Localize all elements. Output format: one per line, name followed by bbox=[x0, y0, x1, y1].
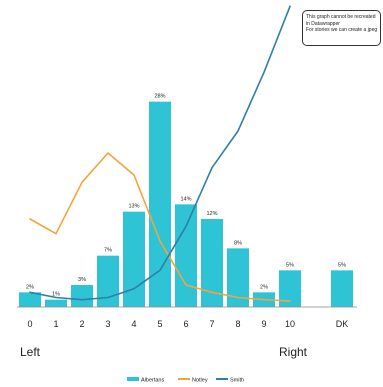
data-label-4: 13% bbox=[128, 204, 139, 210]
x-tick-labels: 0 1 2 3 4 5 6 7 8 9 10 DK bbox=[27, 319, 348, 329]
x-tick-3: 3 bbox=[105, 319, 110, 329]
legend-swatch-notley bbox=[178, 378, 190, 380]
bar-2 bbox=[71, 285, 93, 307]
data-label-2: 3% bbox=[78, 277, 86, 283]
x-tick-5: 5 bbox=[157, 319, 162, 329]
x-tick-4: 4 bbox=[131, 319, 136, 329]
data-label-0: 2% bbox=[26, 284, 34, 290]
axis-left-label: Left bbox=[20, 345, 41, 359]
x-tick-0: 0 bbox=[27, 319, 32, 329]
bar-10 bbox=[279, 270, 301, 307]
bar-0 bbox=[19, 292, 41, 307]
data-label-6: 14% bbox=[180, 196, 191, 202]
line-notley bbox=[29, 152, 291, 302]
x-tick-DK: DK bbox=[336, 319, 349, 329]
lines-layer bbox=[29, 5, 291, 302]
legend-label-smith: Smith bbox=[230, 378, 244, 384]
note-line-3: For stories we can create a jpeg bbox=[306, 27, 378, 33]
legend: Albertans Notley Smith bbox=[127, 377, 244, 384]
legend-item-smith: Smith bbox=[216, 378, 244, 384]
legend-swatch-albertans bbox=[127, 377, 139, 381]
note-line-1: This graph cannot be recreated bbox=[306, 14, 376, 20]
bar-1 bbox=[45, 299, 67, 307]
data-label-5: 28% bbox=[154, 94, 165, 100]
bar-3 bbox=[97, 255, 119, 307]
data-label-DK: 5% bbox=[338, 262, 346, 268]
bars-layer bbox=[19, 101, 353, 308]
bar-5 bbox=[149, 101, 171, 308]
axis-right-label: Right bbox=[279, 345, 308, 359]
data-label-8: 8% bbox=[234, 240, 242, 246]
bar-4 bbox=[123, 211, 145, 307]
data-label-9: 2% bbox=[260, 284, 268, 290]
legend-item-notley: Notley bbox=[178, 378, 208, 384]
note-box: This graph cannot be recreated in Datawr… bbox=[302, 10, 381, 46]
legend-label-notley: Notley bbox=[192, 378, 208, 384]
legend-item-albertans: Albertans bbox=[127, 377, 164, 384]
legend-label-albertans: Albertans bbox=[141, 378, 164, 384]
data-label-7: 12% bbox=[206, 211, 217, 217]
data-label-1: 1% bbox=[52, 292, 60, 298]
line-smith bbox=[29, 5, 291, 301]
data-label-3: 7% bbox=[104, 248, 112, 254]
bar-8 bbox=[227, 248, 249, 307]
bar-6 bbox=[175, 204, 197, 307]
x-tick-8: 8 bbox=[235, 319, 240, 329]
x-tick-9: 9 bbox=[261, 319, 266, 329]
x-tick-6: 6 bbox=[183, 319, 188, 329]
x-tick-10: 10 bbox=[285, 319, 295, 329]
x-tick-7: 7 bbox=[209, 319, 214, 329]
legend-swatch-smith bbox=[216, 378, 228, 380]
bar-7 bbox=[201, 219, 223, 307]
x-tick-1: 1 bbox=[53, 319, 58, 329]
data-labels-layer: 2% 1% 3% 7% 13% 28% 14% 12% 8% 2% 5% 5% bbox=[26, 94, 346, 298]
x-tick-2: 2 bbox=[79, 319, 84, 329]
bar-DK bbox=[331, 270, 353, 307]
note-line-2: in Datawrapper bbox=[306, 20, 340, 27]
data-label-10: 5% bbox=[286, 262, 294, 268]
